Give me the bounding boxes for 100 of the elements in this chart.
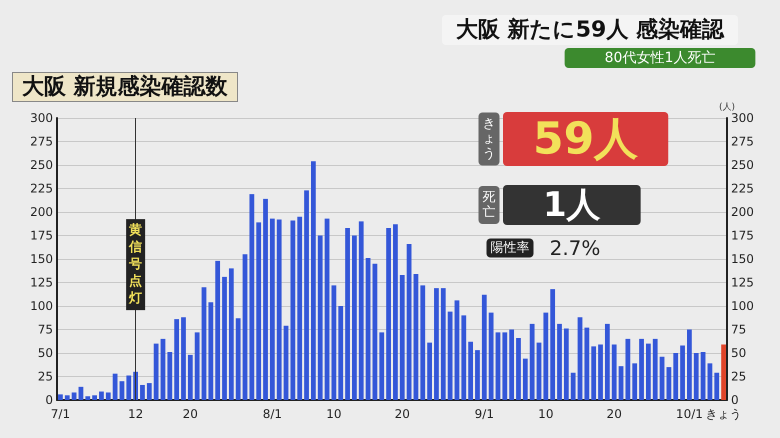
bar	[522, 358, 528, 400]
bar	[454, 300, 460, 400]
bar	[366, 258, 370, 400]
x-tick-label: 9/1	[474, 407, 494, 421]
bar	[352, 236, 357, 400]
bar	[700, 352, 706, 400]
bar	[612, 344, 617, 400]
bar	[708, 363, 712, 400]
bar	[502, 332, 508, 400]
bar	[400, 274, 405, 400]
y2-tick-label: 275	[731, 134, 754, 148]
bar	[543, 312, 548, 400]
bar	[625, 338, 630, 400]
y2-axis-title: (人)	[718, 102, 736, 113]
bar	[338, 306, 344, 400]
bar	[263, 198, 268, 400]
bar	[256, 222, 262, 400]
bar	[154, 344, 159, 400]
bar	[666, 367, 672, 400]
bar	[434, 288, 439, 400]
y2-tick-label: 225	[731, 182, 754, 196]
y-tick-label: 150	[30, 252, 53, 266]
bar	[85, 396, 90, 400]
y2-tick-label: 100	[731, 299, 754, 313]
bar	[673, 353, 678, 400]
y-tick-label: 225	[30, 182, 53, 196]
annotation: きょう	[482, 116, 496, 162]
bar	[215, 260, 220, 400]
bar	[276, 220, 282, 400]
bar	[242, 254, 248, 400]
bar	[448, 312, 453, 400]
bar	[652, 338, 658, 400]
y-tick-label: 75	[38, 322, 53, 336]
y2-tick-label: 200	[731, 205, 754, 219]
y2-tick-label: 0	[731, 393, 739, 407]
bar	[632, 363, 638, 400]
y2-tick-label: 250	[731, 158, 754, 172]
x-tick-label: 10	[326, 407, 342, 421]
bar	[120, 381, 124, 400]
bar	[721, 344, 726, 400]
x-tick-label: きょう	[706, 407, 742, 421]
chart-title: 大阪 新規感染確認数	[22, 74, 229, 100]
bar	[604, 324, 610, 400]
bar	[379, 332, 384, 400]
x-tick-label: 12	[128, 407, 144, 421]
bar	[181, 317, 186, 400]
bar	[331, 285, 336, 400]
y-tick-label: 0	[45, 393, 53, 407]
annotation: 2.7%	[550, 236, 600, 260]
bar	[687, 330, 692, 400]
bar	[188, 354, 193, 400]
bar	[126, 376, 132, 400]
y-tick-label: 175	[30, 228, 53, 242]
bar	[208, 302, 214, 400]
bar	[112, 374, 118, 400]
y2-tick-label: 175	[731, 228, 754, 242]
bar	[270, 218, 275, 400]
bar	[393, 224, 398, 400]
bar	[284, 326, 288, 400]
bar	[58, 394, 63, 400]
bar	[536, 342, 542, 400]
ref-line-label: 黄信号点灯	[128, 223, 142, 306]
bar	[236, 318, 241, 400]
bar	[140, 384, 145, 400]
bar	[591, 346, 596, 400]
bar	[318, 236, 323, 400]
y-tick-label: 50	[38, 346, 53, 360]
bar	[228, 268, 234, 400]
y-tick-label: 250	[30, 158, 53, 172]
bar	[584, 328, 590, 400]
bar	[372, 264, 378, 400]
text: 80代女性1人死亡	[604, 50, 716, 66]
bar	[406, 244, 412, 400]
bar	[578, 317, 582, 400]
y-tick-label: 200	[30, 205, 53, 219]
y-tick-label: 100	[30, 299, 53, 313]
bar	[680, 345, 685, 400]
bar	[358, 221, 364, 400]
bar	[92, 395, 97, 400]
bar	[509, 330, 514, 400]
bar	[440, 288, 446, 400]
bar	[694, 353, 699, 400]
annotation: 陽性率	[490, 240, 530, 256]
y2-tick-label: 150	[731, 252, 754, 266]
bar	[202, 287, 206, 400]
y-tick-label: 25	[38, 370, 53, 384]
x-tick-label: 20	[394, 407, 410, 421]
bar	[310, 161, 316, 400]
y2-tick-label: 50	[731, 346, 746, 360]
bar	[160, 338, 166, 400]
bar	[297, 216, 302, 400]
bar	[194, 332, 200, 400]
bar	[99, 392, 104, 400]
bar	[516, 338, 521, 400]
bar	[290, 220, 296, 400]
x-tick-label: 10	[538, 407, 554, 421]
y-tick-label: 275	[30, 134, 53, 148]
text: 大阪 新たに59人 感染確認	[456, 16, 725, 42]
bar	[174, 319, 180, 400]
y-tick-label: 125	[30, 276, 53, 290]
